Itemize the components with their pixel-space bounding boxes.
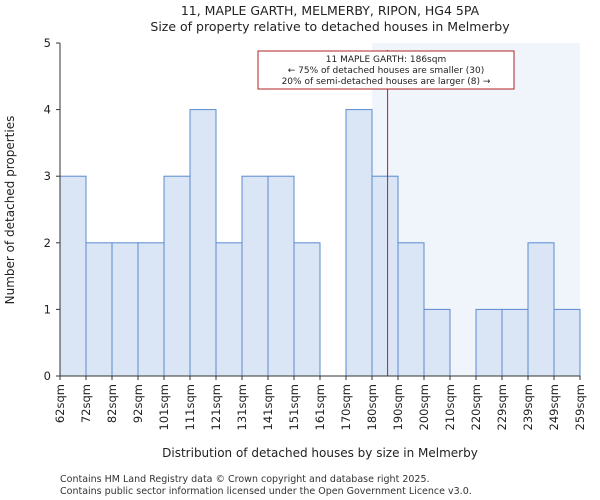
bar-229sqm [501, 308, 529, 377]
bar-101sqm [163, 175, 191, 377]
bar-249sqm [553, 308, 581, 377]
bar-220sqm [475, 308, 503, 377]
bar-62sqm [59, 175, 87, 377]
bar-239sqm [527, 242, 555, 377]
chart-title: 11, MAPLE GARTH, MELMERBY, RIPON, HG4 5P… [181, 3, 480, 18]
annotation-line-2: ← 75% of detached houses are smaller (30… [288, 66, 485, 76]
bar-200sqm [423, 308, 451, 377]
x-tick-label: 249sqm [547, 384, 561, 430]
x-ticks-group: 62sqm 72sqm 82sqm 92sqm 101sqm 111sqm 121sqm 13… [53, 376, 587, 430]
bar-92sqm [137, 242, 165, 377]
annotation-box: 11 MAPLE GARTH: 186sqm ← 75% of detached… [257, 50, 515, 90]
y-tick-label: 5 [44, 36, 51, 50]
x-tick-label: 161sqm [313, 384, 327, 430]
x-axis-label: Distribution of detached houses by size … [162, 446, 478, 460]
x-tick-label: 229sqm [495, 384, 509, 430]
x-tick-label: 239sqm [521, 384, 535, 430]
x-tick-label: 220sqm [469, 384, 483, 430]
bar-82sqm [111, 242, 139, 377]
footer-line-1: Contains HM Land Registry data © Crown c… [60, 474, 430, 485]
bar-190sqm [397, 242, 425, 377]
y-axis-label: Number of detached properties [3, 116, 17, 305]
y-tick-label: 0 [44, 369, 51, 383]
x-tick-label: 190sqm [391, 384, 405, 430]
x-tick-label: 72sqm [79, 384, 93, 423]
x-tick-label: 180sqm [365, 384, 379, 430]
bars-group [59, 109, 581, 377]
bar-111sqm [189, 109, 217, 377]
annotation-line-1: 11 MAPLE GARTH: 186sqm [326, 55, 446, 65]
x-tick-label: 121sqm [209, 384, 223, 430]
x-tick-label: 141sqm [261, 384, 275, 430]
x-tick-label: 210sqm [443, 384, 457, 430]
y-tick-label: 3 [44, 169, 51, 183]
y-ticks-group: 0 1 2 3 4 5 [44, 36, 60, 383]
x-tick-label: 200sqm [417, 384, 431, 430]
x-tick-label: 62sqm [53, 384, 67, 423]
y-tick-label: 4 [44, 103, 51, 117]
bar-180sqm [371, 175, 399, 377]
bar-151sqm [293, 242, 321, 377]
x-tick-label: 131sqm [235, 384, 249, 430]
x-tick-label: 259sqm [573, 384, 587, 430]
bar-131sqm [241, 175, 269, 377]
annotation-line-3: 20% of semi-detached houses are larger (… [282, 77, 491, 87]
bar-141sqm [267, 175, 295, 377]
x-tick-label: 151sqm [287, 384, 301, 430]
x-tick-label: 170sqm [339, 384, 353, 430]
footer-line-2: Contains public sector information licen… [60, 486, 472, 497]
y-tick-label: 1 [44, 302, 51, 316]
x-tick-label: 82sqm [105, 384, 119, 423]
bar-121sqm [215, 242, 243, 377]
annotation-frame [257, 50, 515, 90]
x-tick-label: 92sqm [131, 384, 145, 423]
chart-subtitle: Size of property relative to detached ho… [150, 19, 510, 34]
y-tick-label: 2 [44, 236, 51, 250]
bar-72sqm [85, 242, 113, 377]
bar-170sqm [345, 109, 373, 377]
x-tick-label: 101sqm [157, 384, 171, 430]
x-tick-label: 111sqm [183, 384, 197, 430]
